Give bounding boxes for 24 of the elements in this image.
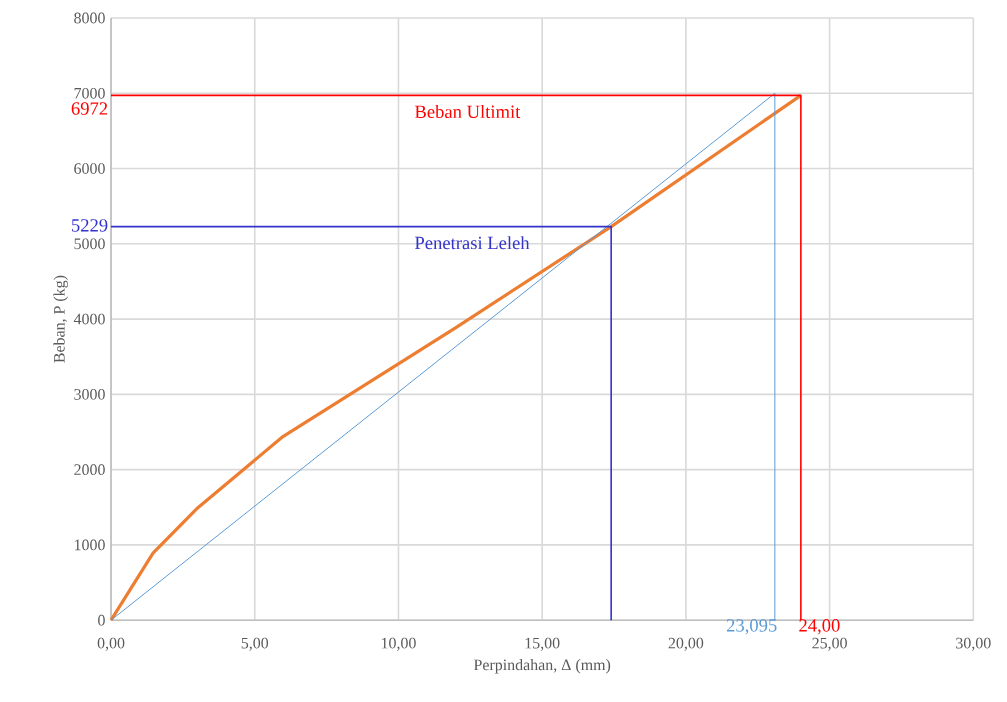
- annotation: 6972: [71, 102, 108, 115]
- x-tick-label: 20,00: [668, 637, 704, 651]
- x-tick-label: 0,00: [97, 637, 125, 651]
- y-tick-label: 4000: [73, 313, 105, 325]
- x-tick-label: 30,00: [956, 637, 991, 651]
- annotation: 5229: [72, 219, 108, 232]
- y-tick-label: 2000: [74, 464, 105, 475]
- x-tick-label: 25,00: [812, 637, 847, 651]
- annotation: Penetrasi Leleh: [414, 236, 530, 250]
- x-tick-label: 10,00: [381, 637, 416, 651]
- y-tick-label: 8000: [74, 12, 105, 24]
- y-axis-title: Beban, P (kg): [53, 275, 68, 363]
- annotation: 24,00: [799, 619, 840, 635]
- y-tick-label: 1000: [74, 539, 105, 551]
- annotation: Beban Ultimit: [414, 104, 521, 118]
- y-tick-label: 7000: [74, 87, 105, 99]
- y-tick-label: 0: [98, 614, 105, 626]
- x-axis-title: Perpindahan, Δ (mm): [473, 658, 611, 674]
- annotation: 23,095: [726, 619, 777, 635]
- y-tick-label: 6000: [74, 163, 105, 174]
- y-tick-label: 5000: [74, 238, 105, 250]
- y-tick-label: 3000: [74, 388, 105, 400]
- x-tick-label: 5,00: [241, 637, 269, 651]
- x-tick-label: 15,00: [525, 637, 560, 651]
